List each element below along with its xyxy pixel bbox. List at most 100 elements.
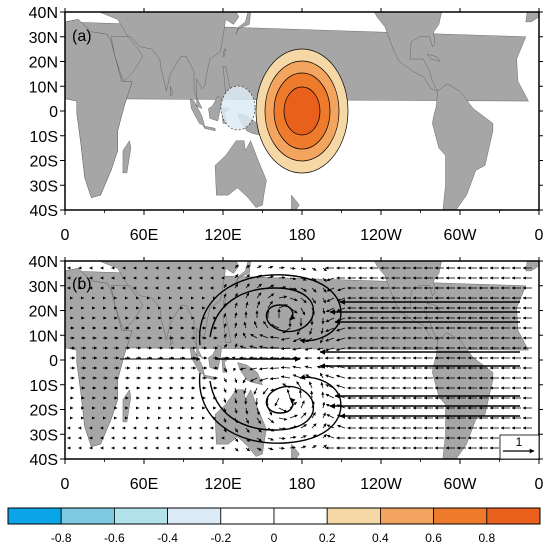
lat-label: 40S (30, 203, 58, 220)
lat-label: 10S (30, 378, 58, 395)
wind-vector (245, 417, 249, 424)
wind-vector (322, 434, 327, 439)
wind-vector (239, 345, 247, 349)
gyre-south (209, 380, 314, 431)
wind-vector (258, 345, 269, 349)
wind-vector (239, 367, 247, 371)
wind-vector (234, 377, 238, 384)
wind-vector (223, 343, 228, 349)
lat-label: 20S (30, 403, 58, 420)
wind-vector (234, 322, 238, 329)
gyre-south-outer (198, 372, 342, 444)
wind-vector (278, 417, 288, 421)
land-borneo (208, 95, 222, 122)
colorbar-tick-label: -0.2 (210, 531, 231, 545)
wind-vector (319, 372, 324, 379)
wind-vector (309, 327, 313, 335)
wind-vector (278, 436, 286, 440)
wind-vector (311, 287, 317, 293)
colorbar-frame (7, 507, 541, 525)
land-japan (235, 12, 251, 35)
wind-vector (242, 332, 247, 339)
wind-vector (267, 275, 274, 279)
wind-vector (278, 276, 286, 280)
lon-label: 120E (204, 476, 241, 493)
wind-vector (320, 381, 324, 389)
wind-vector (245, 274, 251, 279)
lon-label: 120W (360, 476, 403, 493)
wind-vector (243, 387, 247, 395)
colorbar-cell (486, 507, 541, 525)
heating-anomaly (220, 48, 349, 174)
wind-vector (234, 397, 238, 404)
land-srilanka (170, 86, 174, 97)
wind-vector (292, 347, 302, 351)
wind-vector (267, 300, 273, 309)
colorbar-tick-label: 0.8 (478, 531, 495, 545)
wind-vector (325, 327, 335, 332)
colorbar-cell (220, 507, 275, 525)
land-madagascar (122, 140, 132, 174)
wind-vector (335, 347, 346, 352)
lat-label: 30N (29, 279, 58, 296)
lat-label: 10N (29, 79, 58, 96)
wind-vector (255, 397, 259, 406)
wind-vector (234, 264, 239, 269)
wind-vector (337, 424, 346, 429)
wind-vector (256, 283, 262, 289)
wind-vector (256, 301, 261, 309)
colorbar-tick-label: -0.4 (157, 531, 178, 545)
land-northamerica (374, 12, 442, 92)
wind-vector (245, 427, 250, 433)
land-asia (65, 261, 240, 358)
wind-vector (256, 407, 260, 416)
land-europe (525, 261, 539, 272)
wind-vector (286, 389, 291, 399)
wind-vector (311, 445, 317, 449)
colorbar-cell (167, 507, 222, 525)
wind-vector (280, 337, 291, 341)
wind-vector (325, 393, 335, 399)
streamlines (120, 274, 520, 444)
wind-vector (300, 307, 306, 316)
reference-vector-label: 1 (516, 435, 523, 449)
wind-vector (336, 374, 346, 379)
land-southamerica (432, 83, 494, 210)
wind-vector (311, 297, 317, 304)
wind-vector (280, 365, 291, 370)
lon-label: 0 (535, 476, 544, 493)
wind-vector (258, 367, 269, 371)
wind-vector (234, 447, 239, 452)
lon-label: 60E (130, 227, 158, 244)
wind-vector (233, 367, 237, 372)
wind-vector (223, 323, 227, 329)
gyre-north (209, 287, 314, 338)
wind-vector (296, 381, 302, 389)
gyre-north-outer (198, 274, 342, 346)
land-africa-west (65, 19, 133, 198)
wind-vector (259, 377, 269, 382)
wind-vector (289, 435, 297, 439)
wind-vector (322, 444, 327, 449)
lat-label: 10S (30, 129, 58, 146)
wind-vector (309, 381, 313, 389)
wind-vector (245, 264, 251, 269)
colorbar-cell (379, 507, 434, 525)
wind-vector (223, 387, 227, 393)
wind-vector (223, 293, 227, 299)
wind-vector (278, 295, 288, 299)
panel-a-label: (a) (72, 28, 92, 45)
land-sumatra (189, 98, 205, 127)
wind-vector (231, 356, 236, 360)
wind-vector (289, 287, 298, 291)
wind-vector (300, 297, 307, 304)
wind-vector (234, 407, 238, 414)
wind-vector (245, 447, 251, 452)
wind-vector (322, 307, 326, 315)
wind-vector (325, 347, 335, 352)
lon-label: 60E (130, 476, 158, 493)
panel-b-label: (b) (72, 276, 92, 293)
wind-vector (337, 287, 346, 292)
